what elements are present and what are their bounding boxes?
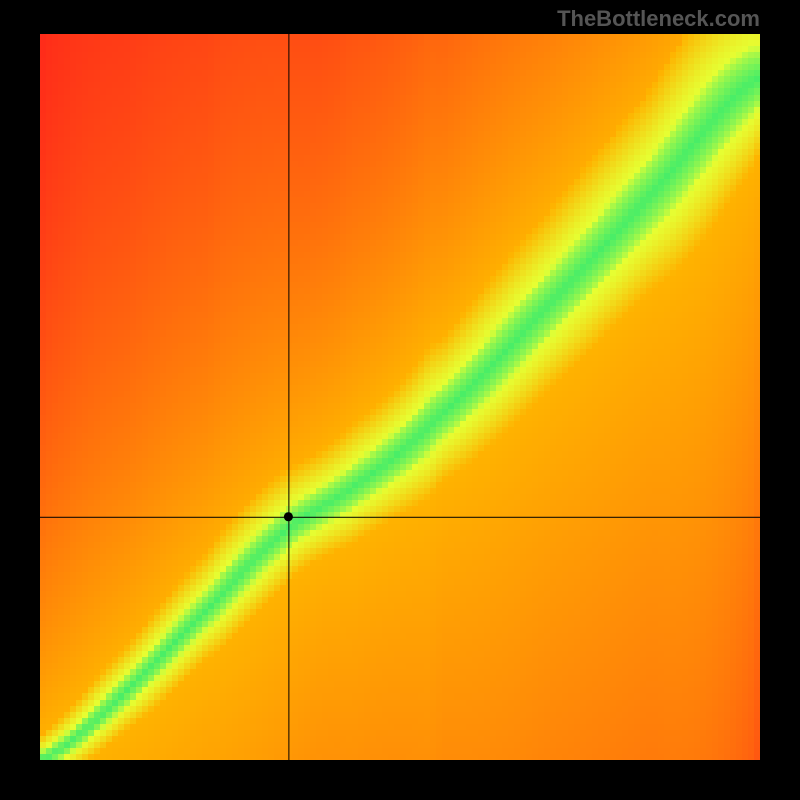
watermark-text: TheBottleneck.com xyxy=(557,6,760,32)
bottleneck-heatmap xyxy=(40,34,760,760)
chart-container: TheBottleneck.com xyxy=(0,0,800,800)
